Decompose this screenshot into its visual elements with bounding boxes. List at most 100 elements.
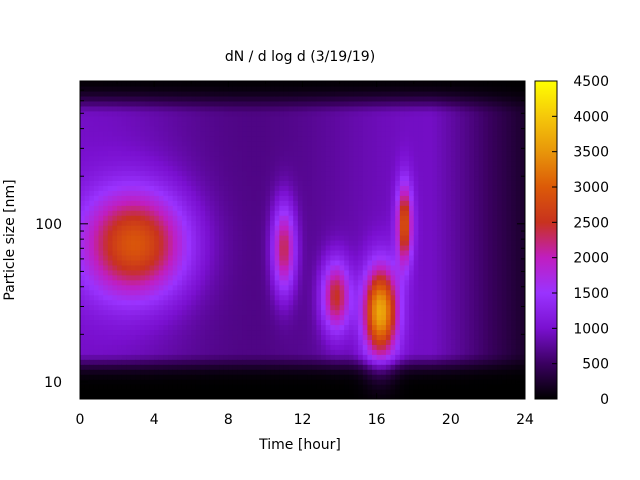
heatmap-cell <box>427 145 433 152</box>
heatmap-cell <box>181 140 188 147</box>
heatmap-cell <box>418 135 424 142</box>
heatmap-cell <box>423 200 429 206</box>
heatmap-cell <box>135 125 141 132</box>
heatmap-cell <box>103 334 109 340</box>
heatmap-cell <box>205 264 211 271</box>
heatmap-cell <box>288 120 294 127</box>
heatmap-cell <box>413 354 419 360</box>
heatmap-cell <box>395 304 401 311</box>
heatmap-cell <box>334 284 341 291</box>
heatmap-cell <box>399 235 406 241</box>
heatmap-cell <box>228 354 234 360</box>
heatmap-cell <box>121 339 127 345</box>
heatmap-cell <box>376 369 382 375</box>
heatmap-cell <box>200 264 206 271</box>
heatmap-cell <box>191 105 197 112</box>
heatmap-cell <box>362 140 368 147</box>
heatmap-cell <box>103 170 109 177</box>
heatmap-cell <box>186 364 192 370</box>
heatmap-cell <box>140 180 146 186</box>
heatmap-cell <box>274 274 280 281</box>
heatmap-cell <box>195 344 202 350</box>
heatmap-cell <box>270 359 276 365</box>
heatmap-cell <box>293 240 299 246</box>
heatmap-cell <box>321 175 327 181</box>
heatmap-cell <box>232 344 239 350</box>
heatmap-cell <box>381 190 387 196</box>
heatmap-cell <box>237 235 243 241</box>
heatmap-cell <box>172 274 178 281</box>
heatmap-cell <box>98 200 104 206</box>
heatmap-cell <box>307 180 313 186</box>
heatmap-cell <box>93 289 100 296</box>
heatmap-cell <box>302 215 308 221</box>
heatmap-cell <box>154 284 160 291</box>
heatmap-cell <box>163 85 169 92</box>
heatmap-cell <box>436 200 443 206</box>
heatmap-cell <box>80 180 86 186</box>
heatmap-cell <box>260 279 267 286</box>
heatmap-cell <box>135 205 141 211</box>
heatmap-cell <box>251 170 257 177</box>
heatmap-cell <box>223 170 229 177</box>
heatmap-cell <box>149 394 155 399</box>
heatmap-cell <box>214 140 220 147</box>
heatmap-cell <box>399 185 406 191</box>
heatmap-cell <box>205 135 211 142</box>
heatmap-cell <box>427 85 433 92</box>
heatmap-cell <box>130 264 137 271</box>
heatmap-cell <box>191 130 197 137</box>
heatmap-cell <box>413 200 419 206</box>
heatmap-cell <box>144 249 151 256</box>
heatmap-cell <box>135 220 141 226</box>
heatmap-cell <box>418 249 424 256</box>
heatmap-cell <box>311 369 318 375</box>
heatmap-cell <box>163 244 169 251</box>
heatmap-cell <box>307 170 313 177</box>
heatmap-cell <box>283 319 290 326</box>
heatmap-cell <box>242 274 248 281</box>
heatmap-cell <box>279 115 285 122</box>
heatmap-cell <box>112 289 118 296</box>
heatmap-cell <box>353 319 359 326</box>
heatmap-cell <box>307 85 313 92</box>
heatmap-cell <box>436 210 443 216</box>
heatmap-cell <box>376 225 382 231</box>
heatmap-cell <box>140 289 146 296</box>
heatmap-cell <box>80 165 86 172</box>
heatmap-cell <box>297 175 304 181</box>
heatmap-cell <box>381 130 387 137</box>
heatmap-cell <box>427 389 433 395</box>
heatmap-cell <box>367 269 373 276</box>
heatmap-cell <box>399 100 406 107</box>
heatmap-cell <box>251 309 257 316</box>
heatmap-cell <box>297 319 304 326</box>
heatmap-cell <box>367 220 373 226</box>
heatmap-cell <box>140 195 146 201</box>
heatmap-cell <box>186 309 192 316</box>
heatmap-cell <box>130 294 137 301</box>
heatmap-cell <box>311 289 318 296</box>
heatmap-cell <box>307 105 313 112</box>
heatmap-cell <box>325 304 331 311</box>
heatmap-cell <box>209 230 216 236</box>
heatmap-cell <box>242 205 248 211</box>
heatmap-cell <box>367 90 373 97</box>
heatmap-cell <box>144 279 151 286</box>
heatmap-cell <box>432 105 438 112</box>
heatmap-cell <box>103 344 109 350</box>
heatmap-cell <box>195 170 202 177</box>
heatmap-cell <box>321 180 327 186</box>
heatmap-cell <box>117 364 123 370</box>
heatmap-cell <box>191 145 197 152</box>
heatmap-cell <box>283 254 290 261</box>
heatmap-cell <box>432 364 438 370</box>
heatmap-cell <box>256 289 262 296</box>
heatmap-cell <box>121 359 127 365</box>
heatmap-cell <box>219 120 225 127</box>
heatmap-cell <box>191 389 197 395</box>
heatmap-cell <box>381 289 387 296</box>
heatmap-cell <box>135 200 141 206</box>
heatmap-cell <box>348 115 355 122</box>
heatmap-cell <box>302 349 308 355</box>
